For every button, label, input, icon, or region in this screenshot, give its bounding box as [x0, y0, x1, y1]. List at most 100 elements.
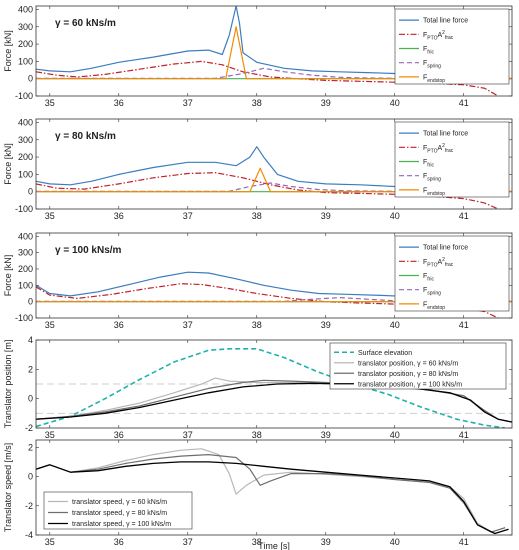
axes-box: [35, 5, 513, 97]
legend-text-part: fric: [427, 163, 434, 169]
y-tick-label: 300: [18, 135, 33, 145]
y-tick-label: 4: [28, 335, 33, 345]
gamma-annotation: γ = 100 kNs/m: [55, 245, 122, 256]
x-tick-label: 39: [321, 320, 331, 330]
series-line-spring: [36, 182, 512, 192]
legend-text-part: endstop: [427, 191, 445, 197]
legend-entry-endstop: Fendstop: [423, 301, 445, 311]
legend-text-part: A: [437, 259, 442, 266]
series-group: [36, 448, 509, 535]
x-tick-label: 36: [114, 430, 124, 440]
legend-text-part: Total line force: [423, 18, 468, 25]
legend-entry-surface: Surface elevation: [358, 350, 412, 357]
legend: Total line forceFPTOA2fracFfricFspringFe…: [394, 121, 510, 198]
x-tick-label: 39: [321, 98, 331, 108]
x-tick-label: 40: [390, 211, 400, 221]
x-axis-label: Time [s]: [258, 541, 290, 550]
legend-text-part: frac: [445, 35, 454, 41]
y-tick-label: 2: [28, 442, 33, 452]
y-tick-label: 0: [28, 187, 33, 197]
legend-entry-spd60: translator speed, γ = 60 kNs/m: [72, 499, 167, 506]
y-tick-label: 400: [18, 117, 33, 127]
x-tick-label: 38: [252, 211, 262, 221]
y-tick-label: 400: [18, 4, 33, 14]
legend-text-part: translator position, γ = 80 kNs/m: [358, 371, 458, 378]
y-tick-label: 300: [18, 22, 33, 32]
legend-text-part: fric: [427, 50, 434, 56]
legend-text-part: translator speed, γ = 100 kNs/m: [72, 521, 171, 528]
legend: Surface elevation translator position, γ …: [329, 342, 507, 390]
y-tick-label: -2: [25, 423, 33, 433]
x-tick-label: 35: [45, 211, 55, 221]
series-line-surface: [36, 348, 506, 428]
y-tick-label: 0: [28, 297, 33, 307]
legend-text-part: endstop: [427, 305, 445, 311]
legend: Total line forceFPTOA2fracFfricFspringFe…: [394, 235, 510, 312]
x-tick-label: 37: [183, 98, 193, 108]
y-axis-label: Translator position [m]: [3, 340, 13, 429]
x-tick-label: 41: [459, 537, 469, 547]
x-tick-label: 38: [252, 430, 262, 440]
legend-text-part: translator position, γ = 60 kNs/m: [358, 360, 458, 367]
legend-entry-spd100: translator speed, γ = 100 kNs/m: [72, 521, 171, 528]
legend-text-part: Surface elevation: [358, 350, 412, 357]
legend-entry-spd80: translator speed, γ = 80 kNs/m: [72, 510, 167, 517]
y-tick-label: 0: [28, 74, 33, 84]
x-tick-label: 37: [183, 320, 193, 330]
series-line-endstop: [36, 167, 512, 193]
legend-entry-total: Total line force: [423, 131, 468, 138]
y-axis-label: Force [kN]: [3, 143, 13, 185]
legend-text-part: F: [423, 74, 427, 81]
legend-text-part: F: [423, 173, 427, 180]
legend-text-part: F: [423, 60, 427, 67]
legend-text-part: spring: [427, 291, 441, 297]
legend: Total line forceFPTOA2fracFfricFspringFe…: [394, 8, 510, 85]
y-tick-label: 200: [18, 39, 33, 49]
legend-box: [394, 121, 510, 198]
legend-text-part: F: [423, 259, 427, 266]
legend-text-part: translator speed, γ = 80 kNs/m: [72, 510, 167, 517]
y-tick-label: 0: [28, 472, 33, 482]
x-tick-label: 39: [321, 430, 331, 440]
y-tick-label: 200: [18, 264, 33, 274]
legend-text-part: F: [423, 301, 427, 308]
series-line-spd80: [36, 454, 506, 533]
legend-entry-spring: Fspring: [423, 173, 441, 183]
legend-entry-pos60: translator position, γ = 60 kNs/m: [358, 360, 458, 367]
legend-box: [329, 342, 507, 390]
x-tick-label: 35: [45, 98, 55, 108]
legend-text-part: 2: [442, 30, 445, 36]
x-tick-label: 36: [114, 98, 124, 108]
legend-text-part: frac: [445, 148, 454, 154]
x-tick-label: 39: [321, 211, 331, 221]
y-tick-label: -100: [15, 91, 33, 101]
x-tick-label: 40: [390, 430, 400, 440]
y-tick-label: 0: [28, 394, 33, 404]
legend-text-part: spring: [427, 177, 441, 183]
legend-entry-fric: Ffric: [423, 273, 434, 283]
x-tick-label: 41: [459, 320, 469, 330]
legend-text-part: 2: [442, 143, 445, 149]
legend-text-part: F: [423, 46, 427, 53]
legend-text-part: F: [423, 32, 427, 39]
x-tick-label: 41: [459, 98, 469, 108]
legend-text-part: frac: [445, 262, 454, 268]
x-tick-label: 41: [459, 430, 469, 440]
legend-text-part: F: [423, 273, 427, 280]
legend-entry-fric: Ffric: [423, 46, 434, 56]
series-line-pto: [36, 60, 499, 96]
legend-entry-endstop: Fendstop: [423, 187, 445, 197]
x-tick-label: 36: [114, 537, 124, 547]
legend-text-part: Total line force: [423, 131, 468, 138]
chart-panel-5: 2 0 -2 -4 35 36 37 38 39 40 41 Translator speed [m/…: [3, 439, 513, 550]
gamma-annotation: γ = 80 kNs/m: [55, 131, 116, 142]
gamma-annotation: γ = 60 kNs/m: [55, 18, 116, 29]
chart-panel-3: 400 300 200 100 0 -100 35 36 37 38 39 40 41 Force [kN…: [3, 231, 513, 330]
y-tick-label: 300: [18, 248, 33, 258]
legend-entry-spring: Fspring: [423, 60, 441, 70]
y-tick-label: -4: [25, 530, 33, 540]
x-tick-label: 39: [321, 537, 331, 547]
legend-entry-fric: Ffric: [423, 159, 434, 169]
legend-text-part: F: [423, 145, 427, 152]
